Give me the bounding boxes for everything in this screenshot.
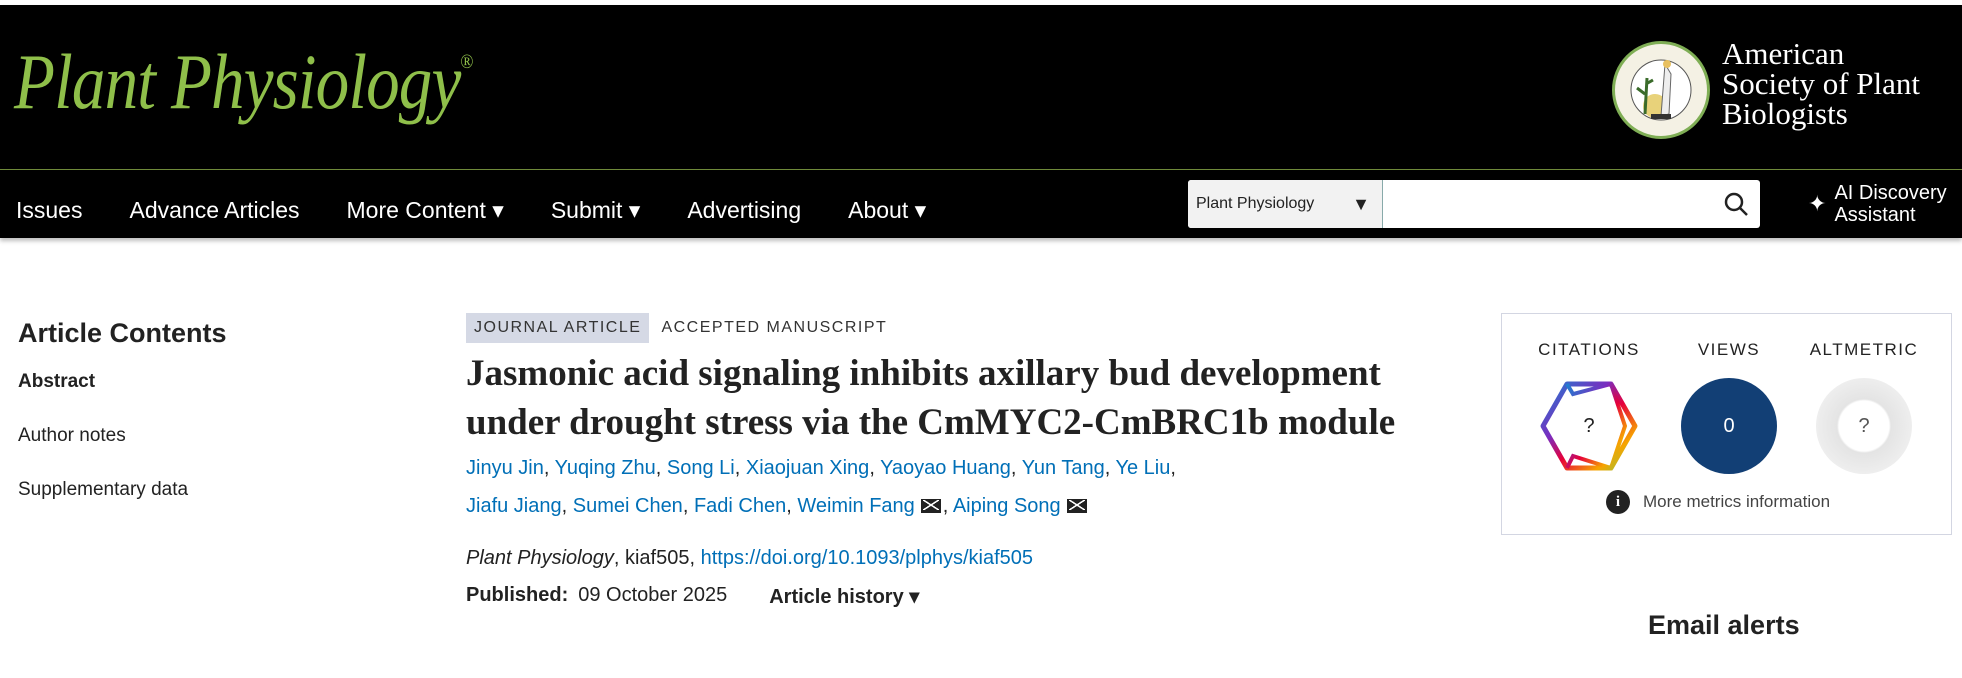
article-status-label: ACCEPTED MANUSCRIPT [661,319,888,336]
dimensions-badge-icon: ? [1540,378,1638,474]
article-title: Jasmonic acid signaling inhibits axillar… [466,353,1396,443]
author-link[interactable]: Song Li [666,457,735,479]
author-link[interactable]: Jiafu Jiang [466,495,562,517]
envelope-icon[interactable] [1066,499,1087,513]
publication-info: Published: 09 October 2025 Article history… [466,584,1446,609]
main-nav: Issues Advance Articles More Content ▾ S… [0,185,973,235]
citations-metric[interactable]: CITATIONS ? [1519,340,1659,474]
published-date: 09 October 2025 [578,584,728,606]
altmetric-donut-icon: ? [1816,378,1912,474]
author-link[interactable]: Yuqing Zhu [554,457,656,479]
author-link[interactable]: Yun Tang [1021,457,1105,479]
doi-link[interactable]: https://doi.org/10.1093/plphys/kiaf505 [700,547,1034,569]
article-type-badge: JOURNAL ARTICLE [466,313,650,343]
sidebar-title: Article Contents [18,318,227,348]
society-line: American [1722,36,1845,71]
author-link[interactable]: Xiaojuan Xing [745,457,870,479]
search-bar: Plant Physiology ▼ [1188,180,1760,228]
author-link[interactable]: Ye Liu [1115,457,1171,479]
site-header: Plant Physiology® American Society of Pl… [0,5,1962,238]
author-link[interactable]: Sumei Chen [572,495,683,517]
journal-logo-text: Plant Physiology [14,38,461,125]
more-metrics-label: More metrics information [1643,492,1831,511]
more-metrics-link[interactable]: i More metrics information [1606,490,1830,514]
caret-down-icon: ▼ [1352,193,1370,214]
envelope-icon[interactable] [920,499,941,513]
sparkle-icon: ✦ [1808,191,1827,216]
aspb-wordmark[interactable]: American Society of Plant Biologists [1722,36,1921,131]
nav-advance-articles[interactable]: Advance Articles [129,196,300,223]
sidebar-item-supplementary-data[interactable]: Supplementary data [18,479,189,500]
search-input[interactable] [1383,180,1712,228]
registered-mark: ® [460,51,473,73]
published-label: Published: [466,584,569,606]
email-alerts-heading: Email alerts [1648,610,1800,640]
author-link[interactable]: Aiping Song [952,495,1061,517]
ai-discovery-assistant-button[interactable]: ✦ AI Discovery Assistant [1808,182,1947,226]
ai-label: AI Discovery [1834,182,1947,204]
nav-more-content[interactable]: More Content ▾ [346,196,504,223]
author-list: Jinyu Jin, Yuqing Zhu, Song Li, Xiaojuan… [466,457,1176,517]
nav-about[interactable]: About ▾ [848,196,927,223]
citations-value: ? [1583,414,1595,437]
views-circle: 0 [1681,378,1777,474]
article-header: JOURNAL ARTICLE ACCEPTED MANUSCRIPT Jasm… [466,313,1446,609]
ai-label: Assistant [1834,204,1916,226]
browser-top-strip [0,0,1962,5]
search-icon[interactable] [1712,180,1760,228]
article-id: , kiaf505, [613,547,701,569]
search-scope-value: Plant Physiology [1196,195,1315,212]
info-icon: i [1606,490,1630,514]
metrics-panel: CITATIONS ? VIEWS 0 ALTMETRIC ? i More me… [1501,313,1952,535]
author-link[interactable]: Weimin Fang [797,495,915,517]
society-line: Society of Plant [1722,66,1921,101]
nav-issues[interactable]: Issues [16,196,83,223]
society-line: Biologists [1722,96,1848,131]
journal-logo[interactable]: Plant Physiology® [14,37,473,127]
nav-submit[interactable]: Submit ▾ [550,196,641,223]
aspb-seal-icon[interactable] [1612,41,1710,139]
views-label: VIEWS [1697,340,1761,359]
sidebar-item-abstract[interactable]: Abstract [18,371,96,392]
author-link[interactable]: Jinyu Jin [466,457,544,479]
article-contents-sidebar: Article Contents Abstract Author notes S… [18,318,227,533]
nav-advertising[interactable]: Advertising [687,196,802,223]
article-history-toggle[interactable]: Article history ▾ [769,586,920,608]
author-link[interactable]: Yaoyao Huang [880,457,1011,479]
header-divider [0,169,1962,170]
citations-label: CITATIONS [1538,340,1640,359]
views-metric[interactable]: VIEWS 0 [1659,340,1799,474]
search-scope-select[interactable]: Plant Physiology ▼ [1188,180,1383,228]
author-link[interactable]: Fadi Chen [693,495,787,517]
journal-name: Plant Physiology [466,547,614,569]
altmetric-metric[interactable]: ALTMETRIC ? [1794,340,1934,474]
sidebar-item-author-notes[interactable]: Author notes [18,425,126,446]
citation-line: Plant Physiology, kiaf505, https://doi.o… [466,547,1446,570]
altmetric-label: ALTMETRIC [1809,340,1919,359]
